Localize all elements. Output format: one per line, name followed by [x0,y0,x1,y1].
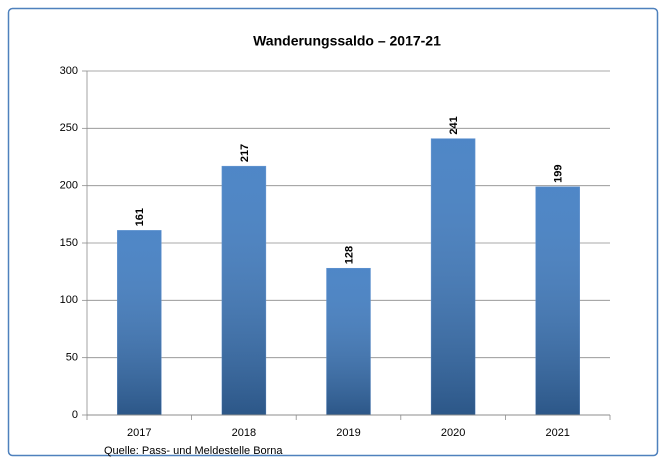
bar-shade [431,138,476,416]
chart-title: Wanderungssaldo – 2017-21 [253,33,441,49]
source-note: Quelle: Pass- und Meldestelle Borna [104,445,283,457]
bar-shade [535,186,580,415]
x-tick-label: 2020 [441,427,465,439]
bar-shade [221,166,266,415]
x-tick-label: 2019 [336,427,360,439]
x-tick-label: 2017 [127,427,151,439]
x-tick-label: 2021 [545,427,569,439]
value-label: 199 [553,164,565,182]
value-label: 161 [134,208,146,226]
y-tick-label: 250 [60,122,78,134]
y-tick-label: 50 [66,352,78,364]
y-tick-label: 100 [60,294,78,306]
x-tick-label: 2018 [232,427,256,439]
bar-shade [326,268,371,415]
value-label: 128 [343,246,355,264]
chart-frame [7,7,659,457]
value-label: 241 [448,116,460,134]
y-tick-label: 300 [60,65,78,77]
value-label: 217 [239,144,251,162]
y-tick-label: 0 [72,409,78,421]
y-tick-label: 150 [60,237,78,249]
bar-shade [117,230,162,415]
y-tick-label: 200 [60,180,78,192]
